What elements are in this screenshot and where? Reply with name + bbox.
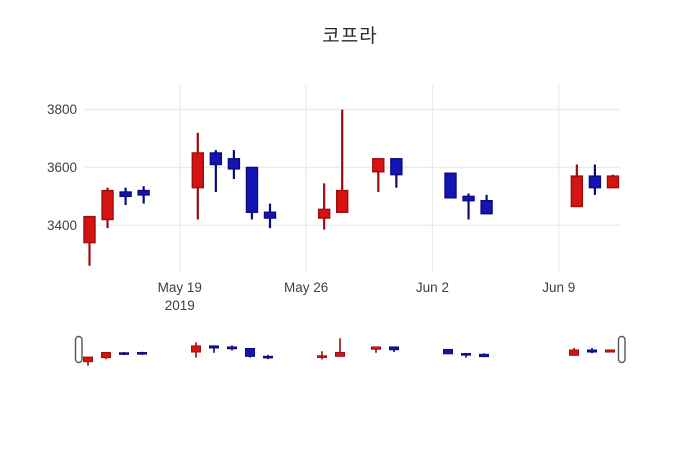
rangeslider-candle [605, 349, 615, 353]
rangeslider-candle-body [605, 349, 615, 353]
candle-body [606, 175, 620, 189]
rangeslider-handle-right[interactable] [617, 335, 626, 364]
gridlines [85, 85, 620, 273]
candle-body [101, 189, 114, 221]
candle-body [588, 175, 602, 189]
candle-body [137, 189, 150, 196]
candle[interactable] [191, 132, 205, 220]
candle-body [462, 195, 475, 202]
candle-body [191, 152, 205, 189]
candle[interactable] [227, 150, 241, 179]
rangeslider[interactable] [74, 335, 626, 366]
chart-title: 코프라 [322, 26, 378, 47]
candles-layer [83, 109, 620, 266]
rangeslider-candle [227, 345, 237, 351]
rangeslider-candle-body [479, 353, 489, 358]
rangeslider-candle-body [263, 355, 273, 359]
rangeslider-candle-body [569, 349, 579, 356]
candle[interactable] [444, 172, 457, 199]
rangeslider-candle [245, 347, 255, 358]
rangeslider-candle-body [371, 346, 381, 350]
x-tick-sublabel: 2019 [165, 298, 195, 313]
candle-body [209, 152, 223, 166]
candle[interactable] [317, 183, 331, 230]
rangeslider-candle [461, 353, 471, 358]
candle[interactable] [462, 193, 475, 220]
candle-body [480, 199, 493, 215]
rangeslider-candle [335, 338, 345, 357]
rangeslider-candle-body [389, 346, 399, 351]
rangeslider-candle-body [119, 352, 129, 355]
rangeslider-candle [569, 347, 579, 356]
rangeslider-candle-body [191, 345, 201, 353]
x-tick-label: May 19 [158, 280, 202, 295]
rangeslider-candle [83, 356, 93, 366]
candle[interactable] [606, 174, 620, 189]
rangeslider-candle-body [137, 352, 147, 355]
candle[interactable] [570, 164, 584, 208]
candle-body [119, 191, 132, 198]
rangeslider-candle [137, 351, 147, 355]
x-tick-label: May 26 [284, 280, 328, 295]
candle-body [263, 211, 277, 219]
rangeslider-candle-body [209, 345, 219, 349]
y-tick-label: 3600 [47, 160, 77, 175]
candle[interactable] [119, 187, 132, 206]
candle[interactable] [480, 194, 493, 215]
rangeslider-candle [101, 352, 111, 360]
rangeslider-candle-body [101, 352, 111, 359]
candle[interactable] [83, 215, 96, 266]
rangeslider-candle [317, 351, 327, 360]
candle[interactable] [390, 158, 403, 188]
rangeslider-candle [119, 352, 129, 356]
candle[interactable] [263, 203, 277, 229]
candle-body [570, 175, 584, 208]
rangeslider-candle [443, 348, 453, 355]
candle[interactable] [245, 166, 259, 220]
rangeslider-candle [191, 342, 201, 358]
y-axis: 3400 3600 3800 [47, 102, 77, 233]
rangeslider-candle-body [587, 349, 597, 353]
candle-body [336, 189, 349, 213]
candle-body [372, 158, 385, 173]
candle[interactable] [588, 164, 602, 195]
candle-body [245, 166, 259, 213]
candle-body [390, 158, 403, 176]
candle[interactable] [101, 187, 114, 229]
x-tick-label: Jun 9 [542, 280, 575, 295]
rangeslider-candle-body [83, 356, 93, 363]
rangeslider-candle [587, 347, 597, 354]
candle[interactable] [137, 186, 150, 204]
candle[interactable] [336, 109, 349, 213]
y-tick-label: 3800 [47, 102, 77, 117]
y-tick-label: 3400 [47, 218, 77, 233]
rangeslider-candle [389, 346, 399, 353]
rangeslider-candle-body [245, 347, 255, 357]
candle-body [83, 215, 96, 244]
rangeslider-candle-body [443, 348, 453, 355]
rangeslider-candle-body [227, 346, 237, 350]
candle[interactable] [209, 150, 223, 193]
rangeslider-candle [263, 354, 273, 360]
rangeslider-candle-body [461, 353, 471, 356]
rangeslider-candle [479, 353, 489, 358]
rangeslider-candle [209, 345, 219, 353]
rangeslider-candle-body [317, 355, 327, 358]
x-axis: May 19 2019 May 26 Jun 2 Jun 9 [158, 280, 576, 313]
rangeslider-candle [371, 346, 381, 353]
x-tick-label: Jun 2 [416, 280, 449, 295]
candle-body [227, 158, 241, 170]
rangeslider-candle-body [335, 352, 345, 357]
candle-body [317, 208, 331, 219]
candle-body [444, 172, 457, 199]
candle[interactable] [372, 158, 385, 193]
rangeslider-handle-left[interactable] [74, 335, 83, 364]
